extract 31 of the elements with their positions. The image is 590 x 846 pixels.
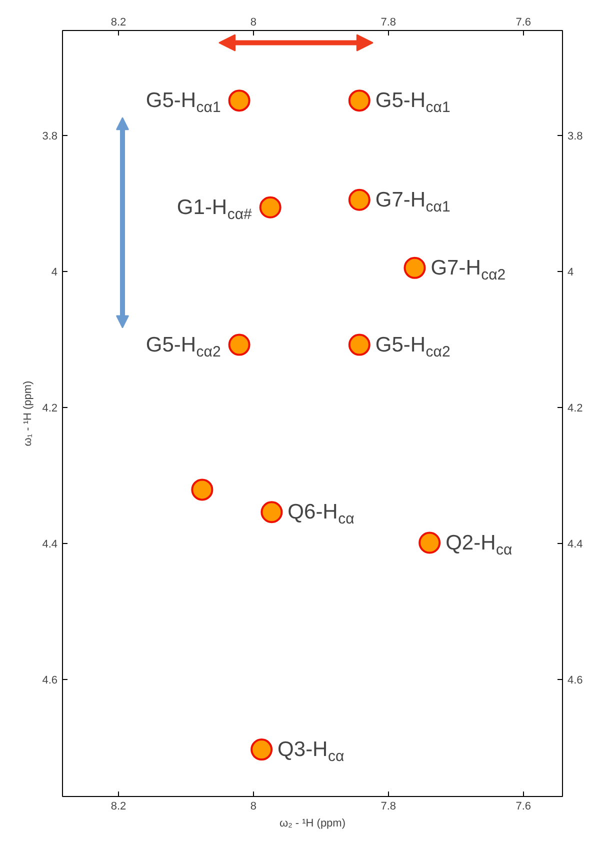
x-tick-label: 7.8 (380, 16, 396, 28)
y2-tick-label: 3.8 (568, 130, 583, 142)
y-axis-title: ω₁ - ¹H (ppm) (22, 380, 34, 446)
y-tick-label: 4.4 (42, 538, 58, 550)
x-axis-title: ω₂ - ¹H (ppm) (279, 818, 346, 830)
point (191, 478, 214, 501)
x2-tick-label: 7.8 (380, 800, 396, 812)
point (418, 532, 441, 554)
y-tick-label: 4.2 (42, 402, 58, 414)
point (348, 188, 370, 211)
x-tick-label: 8.2 (110, 16, 126, 28)
y2-tick-label: 4.4 (568, 538, 583, 550)
x2-tick-label: 8.2 (110, 800, 126, 812)
point (404, 256, 426, 279)
point (259, 196, 282, 218)
point (250, 738, 273, 761)
y-tick-label: 3.8 (42, 130, 58, 142)
point (260, 501, 283, 524)
x-tick-label: 8 (250, 16, 257, 28)
y2-tick-label: 4.2 (568, 402, 583, 414)
x-tick-label: 7.6 (516, 16, 532, 28)
point (348, 90, 370, 112)
y2-tick-label: 4.6 (568, 674, 583, 686)
y-tick-label: 4.6 (42, 674, 58, 686)
y2-tick-label: 4 (568, 266, 574, 278)
x2-tick-label: 7.6 (516, 800, 532, 812)
x2-tick-label: 8 (250, 800, 257, 812)
point (348, 334, 370, 356)
point (228, 334, 250, 356)
point (228, 90, 250, 112)
y-tick-label: 4 (51, 266, 58, 278)
